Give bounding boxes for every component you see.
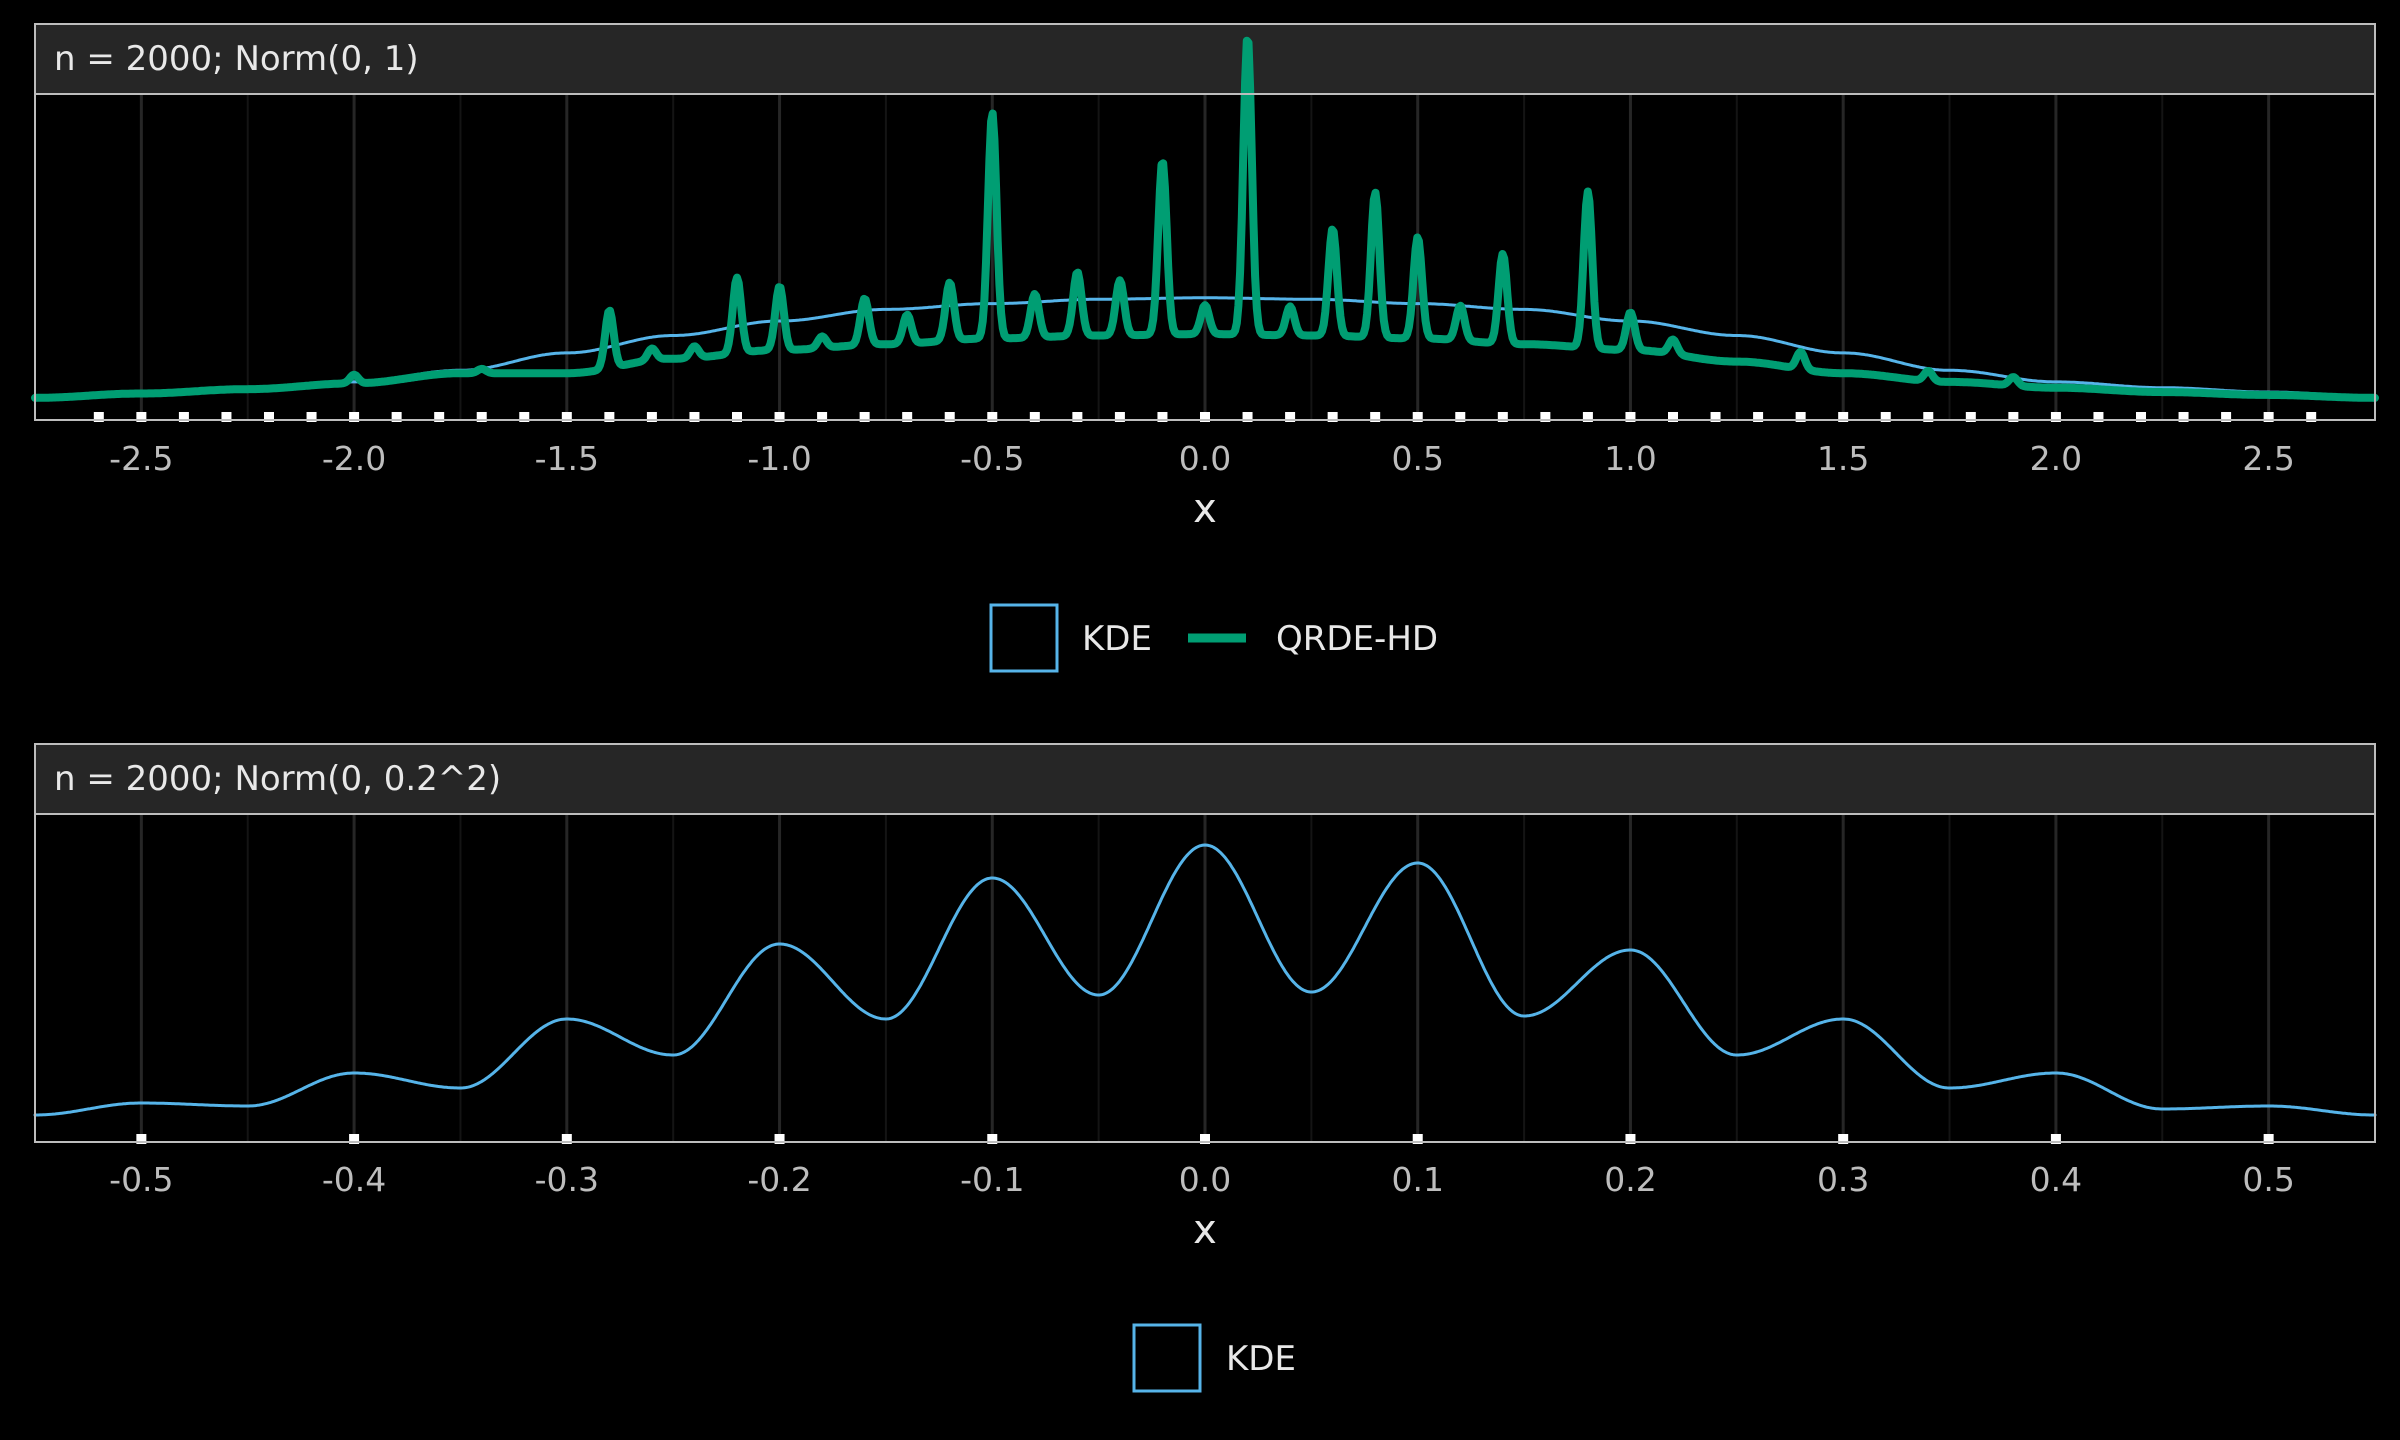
legend-2-kde-label: KDE: [1226, 1339, 1296, 1379]
x-tick-label: 0.0: [1179, 439, 1231, 478]
x-tick-label: -0.2: [747, 1160, 811, 1199]
panel-1-x-axis-title: x: [1193, 486, 1217, 532]
panel-2-x-axis-title: x: [1193, 1207, 1217, 1253]
x-tick-label: -0.1: [960, 1160, 1024, 1199]
x-tick-label: 2.0: [2030, 439, 2082, 478]
x-tick-label: 0.2: [1604, 1160, 1656, 1199]
x-tick-label: 0.5: [1391, 439, 1443, 478]
x-tick-label: -1.5: [535, 439, 599, 478]
x-tick-label: 0.1: [1391, 1160, 1443, 1199]
x-tick-label: -0.5: [960, 439, 1024, 478]
x-tick-label: 0.0: [1179, 1160, 1231, 1199]
x-tick-label: 0.4: [2030, 1160, 2082, 1199]
x-tick-label: 0.3: [1817, 1160, 1869, 1199]
x-tick-label: 2.5: [2242, 439, 2294, 478]
x-tick-label: 1.5: [1817, 439, 1869, 478]
x-tick-label: -2.0: [322, 439, 386, 478]
x-tick-label: -2.5: [109, 439, 173, 478]
x-tick-label: 1.0: [1604, 439, 1656, 478]
x-tick-label: -0.3: [535, 1160, 599, 1199]
legend-1-kde-label: KDE: [1082, 619, 1152, 659]
legend-1-qrde-label: QRDE-HD: [1276, 619, 1438, 659]
panel-1-title: n = 2000; Norm(0, 1): [54, 39, 419, 79]
x-tick-label: 0.5: [2242, 1160, 2294, 1199]
x-tick-label: -1.0: [747, 439, 811, 478]
x-tick-label: -0.4: [322, 1160, 386, 1199]
x-tick-label: -0.5: [109, 1160, 173, 1199]
panel-2-title: n = 2000; Norm(0, 0.2^2): [54, 759, 501, 799]
